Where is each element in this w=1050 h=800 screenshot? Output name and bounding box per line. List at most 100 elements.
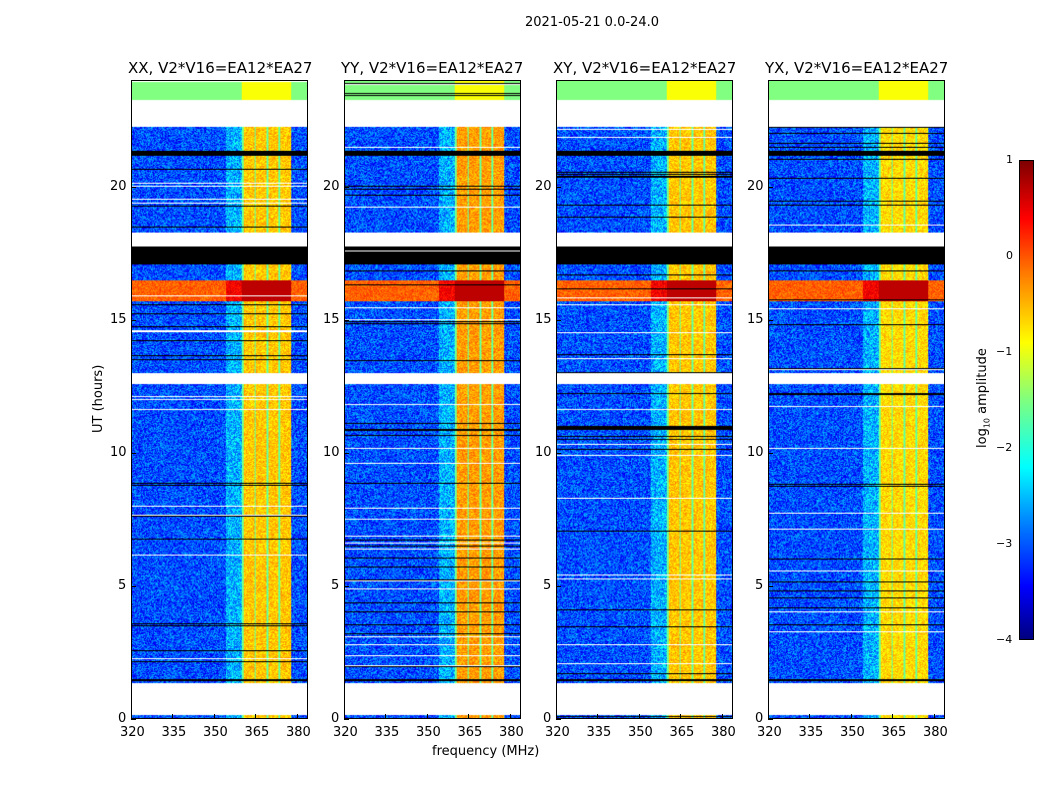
x-tick-mark (296, 714, 298, 719)
x-tick-label: 380 (710, 725, 736, 740)
x-tick-label: 380 (285, 725, 311, 740)
x-tick-label: 365 (457, 725, 483, 740)
y-tick-label: 20 (110, 178, 127, 194)
heatmap-image (132, 81, 307, 718)
colorbar-tick-label: −1 (996, 345, 1013, 358)
y-tick-mark (131, 319, 136, 321)
y-tick-label: 20 (535, 178, 552, 194)
y-tick-mark (556, 719, 561, 720)
x-tick-label: 335 (374, 725, 400, 740)
y-tick-mark (556, 585, 561, 587)
x-tick-mark (213, 714, 215, 719)
x-tick-mark (426, 714, 428, 719)
x-tick-mark (131, 714, 132, 719)
heatmap-panel-xx (131, 80, 308, 719)
suptitle: 2021-05-21 0.0-24.0 (525, 15, 659, 30)
x-tick-mark (597, 714, 599, 719)
y-tick-label: 0 (543, 711, 552, 726)
y-tick-label: 15 (110, 311, 127, 327)
y-tick-label: 20 (323, 178, 340, 194)
colorbar (1019, 160, 1034, 640)
x-tick-label: 335 (798, 725, 824, 740)
y-tick-mark (131, 585, 136, 587)
panel-title: YX, V2*V16=EA12*EA27 (765, 59, 949, 77)
x-tick-mark (385, 714, 387, 719)
y-tick-mark (344, 186, 349, 188)
x-tick-label: 380 (922, 725, 948, 740)
x-tick-mark (344, 714, 345, 719)
x-tick-mark (721, 714, 723, 719)
y-tick-mark (556, 186, 561, 188)
x-tick-mark (680, 714, 682, 719)
y-tick-label: 15 (323, 311, 340, 327)
x-tick-mark (892, 714, 894, 719)
heatmap-panel-yy (344, 80, 521, 719)
y-tick-mark (344, 585, 349, 587)
y-tick-label: 5 (543, 577, 552, 593)
y-tick-mark (768, 319, 773, 321)
colorbar-label: log10 amplitude (975, 348, 992, 448)
colorbar-tick-label: −4 (996, 633, 1013, 646)
x-axis-label: frequency (MHz) (432, 744, 540, 759)
colorbar-tick-label: −2 (996, 441, 1013, 454)
colorbar-tick-label: −3 (996, 537, 1013, 550)
y-tick-mark (131, 186, 136, 188)
heatmap-panel-yx (768, 80, 945, 719)
x-tick-label: 320 (545, 725, 570, 740)
y-tick-label: 0 (331, 711, 340, 726)
x-tick-label: 320 (757, 725, 782, 740)
y-tick-mark (131, 452, 136, 454)
panel-title: YY, V2*V16=EA12*EA27 (341, 59, 524, 77)
y-tick-mark (344, 719, 349, 720)
y-tick-mark (768, 719, 773, 720)
x-tick-label: 365 (881, 725, 907, 740)
y-tick-label: 10 (323, 444, 340, 460)
y-tick-label: 20 (747, 178, 764, 194)
heatmap-image (769, 81, 944, 718)
x-tick-mark (172, 714, 174, 719)
x-tick-mark (933, 714, 935, 719)
x-tick-label: 320 (333, 725, 358, 740)
x-tick-mark (509, 714, 511, 719)
y-tick-label: 10 (535, 444, 552, 460)
x-tick-mark (768, 714, 769, 719)
y-tick-mark (556, 452, 561, 454)
y-tick-label: 0 (755, 711, 764, 726)
y-tick-mark (344, 319, 349, 321)
y-tick-mark (768, 186, 773, 188)
x-tick-label: 350 (202, 725, 228, 740)
y-axis-label: UT (hours) (91, 364, 106, 433)
x-tick-label: 380 (498, 725, 524, 740)
y-tick-label: 15 (535, 311, 552, 327)
colorbar-tick-label: 1 (1006, 153, 1013, 166)
x-tick-mark (556, 714, 557, 719)
x-tick-label: 350 (415, 725, 441, 740)
panel-title: XY, V2*V16=EA12*EA27 (553, 59, 737, 77)
x-tick-mark (638, 714, 640, 719)
x-tick-label: 350 (839, 725, 865, 740)
panel-title: XX, V2*V16=EA12*EA27 (128, 59, 313, 77)
y-tick-mark (344, 452, 349, 454)
y-tick-label: 10 (110, 444, 127, 460)
y-tick-label: 5 (755, 577, 764, 593)
x-tick-label: 335 (161, 725, 187, 740)
y-tick-label: 5 (331, 577, 340, 593)
x-tick-label: 320 (120, 725, 145, 740)
y-tick-mark (768, 585, 773, 587)
x-tick-label: 365 (669, 725, 695, 740)
heatmap-panel-xy (556, 80, 733, 719)
x-tick-mark (809, 714, 811, 719)
x-tick-label: 350 (627, 725, 653, 740)
x-tick-mark (850, 714, 852, 719)
y-tick-label: 0 (118, 711, 127, 726)
colorbar-tick-label: 0 (1006, 249, 1013, 262)
heatmap-image (557, 81, 732, 718)
y-tick-mark (768, 452, 773, 454)
y-tick-label: 15 (747, 311, 764, 327)
y-tick-label: 10 (747, 444, 764, 460)
x-tick-label: 335 (586, 725, 612, 740)
heatmap-image (345, 81, 520, 718)
y-tick-label: 5 (118, 577, 127, 593)
y-tick-mark (556, 319, 561, 321)
